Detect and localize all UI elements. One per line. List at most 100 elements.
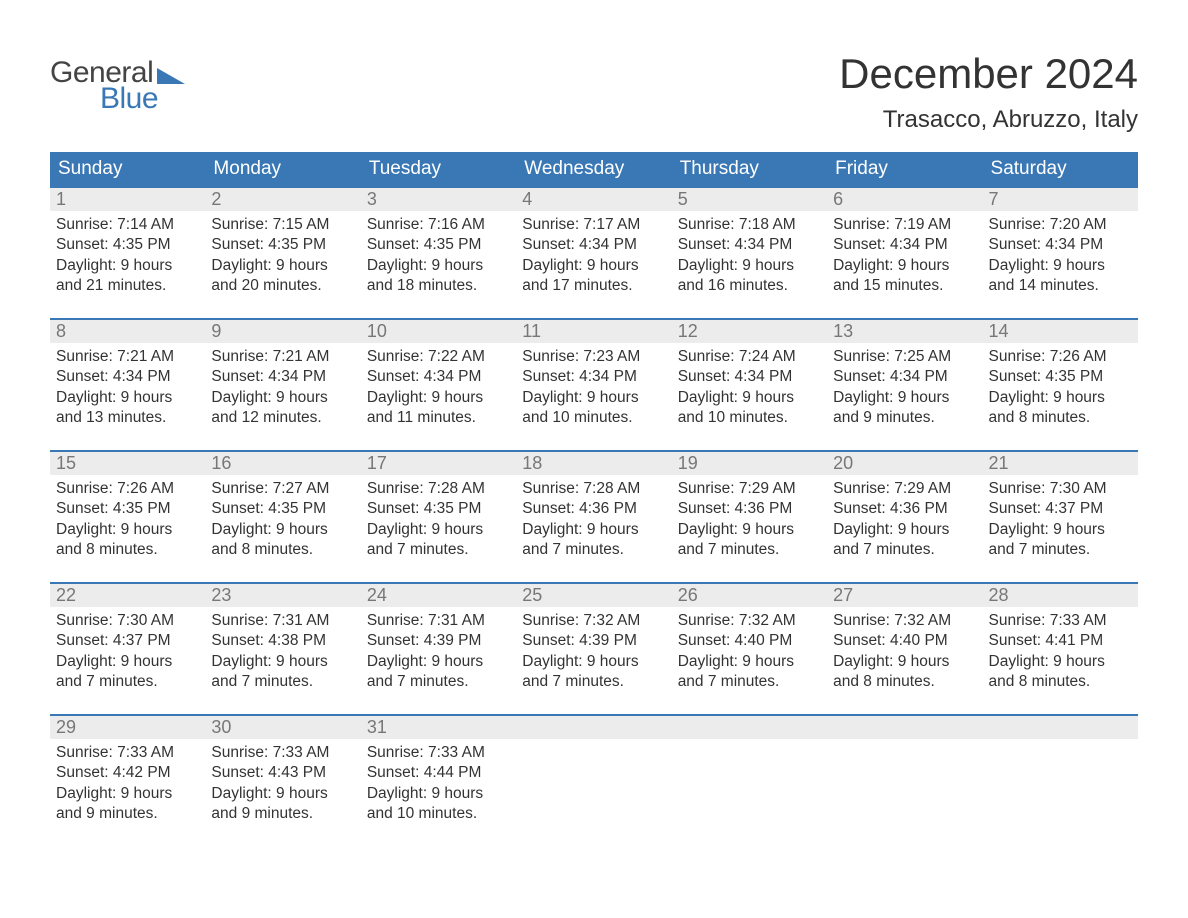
day-day1: Daylight: 9 hours (522, 652, 665, 672)
calendar-day: 25Sunrise: 7:32 AMSunset: 4:39 PMDayligh… (516, 584, 671, 702)
calendar-day: 10Sunrise: 7:22 AMSunset: 4:34 PMDayligh… (361, 320, 516, 438)
day-details: Sunrise: 7:31 AMSunset: 4:38 PMDaylight:… (205, 607, 360, 695)
location-subtitle: Trasacco, Abruzzo, Italy (839, 106, 1138, 134)
calendar-day: 20Sunrise: 7:29 AMSunset: 4:36 PMDayligh… (827, 452, 982, 570)
day-day2: and 8 minutes. (211, 540, 354, 560)
day-day2: and 7 minutes. (211, 672, 354, 692)
day-day1: Daylight: 9 hours (989, 652, 1132, 672)
day-sunset: Sunset: 4:37 PM (56, 631, 199, 651)
day-sunset: Sunset: 4:35 PM (56, 499, 199, 519)
day-details: Sunrise: 7:33 AMSunset: 4:41 PMDaylight:… (983, 607, 1138, 695)
day-day1: Daylight: 9 hours (367, 652, 510, 672)
day-sunset: Sunset: 4:39 PM (367, 631, 510, 651)
calendar-day: 23Sunrise: 7:31 AMSunset: 4:38 PMDayligh… (205, 584, 360, 702)
day-details: Sunrise: 7:20 AMSunset: 4:34 PMDaylight:… (983, 211, 1138, 299)
day-details: Sunrise: 7:31 AMSunset: 4:39 PMDaylight:… (361, 607, 516, 695)
day-day1: Daylight: 9 hours (522, 388, 665, 408)
logo: General Blue (50, 56, 185, 116)
day-day2: and 11 minutes. (367, 408, 510, 428)
day-day2: and 7 minutes. (367, 672, 510, 692)
calendar-day (672, 716, 827, 834)
day-day2: and 14 minutes. (989, 276, 1132, 296)
day-details: Sunrise: 7:28 AMSunset: 4:36 PMDaylight:… (516, 475, 671, 563)
day-day2: and 7 minutes. (522, 540, 665, 560)
day-number: 21 (983, 452, 1138, 475)
day-number: 15 (50, 452, 205, 475)
title-block: December 2024 Trasacco, Abruzzo, Italy (839, 50, 1138, 134)
day-day2: and 7 minutes. (56, 672, 199, 692)
day-day1: Daylight: 9 hours (56, 520, 199, 540)
header: General Blue December 2024 Trasacco, Abr… (50, 50, 1138, 134)
day-details: Sunrise: 7:30 AMSunset: 4:37 PMDaylight:… (50, 607, 205, 695)
weekday-header: Saturday (983, 152, 1138, 186)
calendar-week: 1Sunrise: 7:14 AMSunset: 4:35 PMDaylight… (50, 186, 1138, 306)
day-day1: Daylight: 9 hours (678, 520, 821, 540)
day-sunrise: Sunrise: 7:29 AM (833, 479, 976, 499)
calendar-day: 12Sunrise: 7:24 AMSunset: 4:34 PMDayligh… (672, 320, 827, 438)
day-sunset: Sunset: 4:34 PM (833, 367, 976, 387)
day-sunrise: Sunrise: 7:31 AM (367, 611, 510, 631)
day-sunset: Sunset: 4:39 PM (522, 631, 665, 651)
day-sunset: Sunset: 4:35 PM (989, 367, 1132, 387)
day-details: Sunrise: 7:17 AMSunset: 4:34 PMDaylight:… (516, 211, 671, 299)
day-day2: and 12 minutes. (211, 408, 354, 428)
day-details: Sunrise: 7:26 AMSunset: 4:35 PMDaylight:… (983, 343, 1138, 431)
day-day2: and 9 minutes. (211, 804, 354, 824)
day-number: 6 (827, 188, 982, 211)
day-sunrise: Sunrise: 7:32 AM (522, 611, 665, 631)
day-sunset: Sunset: 4:34 PM (678, 235, 821, 255)
day-sunrise: Sunrise: 7:26 AM (56, 479, 199, 499)
day-day2: and 21 minutes. (56, 276, 199, 296)
calendar-day: 2Sunrise: 7:15 AMSunset: 4:35 PMDaylight… (205, 188, 360, 306)
day-day2: and 8 minutes. (989, 672, 1132, 692)
day-sunrise: Sunrise: 7:22 AM (367, 347, 510, 367)
calendar-day: 13Sunrise: 7:25 AMSunset: 4:34 PMDayligh… (827, 320, 982, 438)
day-day1: Daylight: 9 hours (367, 520, 510, 540)
calendar-day: 15 Sunrise: 7:26 AMSunset: 4:35 PMDayligh… (50, 452, 205, 570)
day-sunrise: Sunrise: 7:31 AM (211, 611, 354, 631)
calendar-day: 9Sunrise: 7:21 AMSunset: 4:34 PMDaylight… (205, 320, 360, 438)
calendar-day: 31Sunrise: 7:33 AMSunset: 4:44 PMDayligh… (361, 716, 516, 834)
day-sunrise: Sunrise: 7:30 AM (989, 479, 1132, 499)
day-sunrise: Sunrise: 7:33 AM (56, 743, 199, 763)
day-number: 19 (672, 452, 827, 475)
day-number: 27 (827, 584, 982, 607)
day-details: Sunrise: 7:33 AMSunset: 4:43 PMDaylight:… (205, 739, 360, 827)
day-number: 8 (50, 320, 205, 343)
day-number: 30 (205, 716, 360, 739)
day-day1: Daylight: 9 hours (678, 388, 821, 408)
calendar-day (516, 716, 671, 834)
day-number: 18 (516, 452, 671, 475)
day-number (516, 716, 671, 739)
weekday-header: Thursday (672, 152, 827, 186)
month-title: December 2024 (839, 50, 1138, 98)
calendar-day: 26Sunrise: 7:32 AMSunset: 4:40 PMDayligh… (672, 584, 827, 702)
calendar-day: 4Sunrise: 7:17 AMSunset: 4:34 PMDaylight… (516, 188, 671, 306)
day-sunset: Sunset: 4:34 PM (989, 235, 1132, 255)
day-details: Sunrise: 7:25 AMSunset: 4:34 PMDaylight:… (827, 343, 982, 431)
day-day1: Daylight: 9 hours (989, 520, 1132, 540)
day-sunset: Sunset: 4:34 PM (56, 367, 199, 387)
day-day1: Daylight: 9 hours (367, 256, 510, 276)
day-day2: and 18 minutes. (367, 276, 510, 296)
day-sunrise: Sunrise: 7:33 AM (989, 611, 1132, 631)
day-sunrise: Sunrise: 7:33 AM (367, 743, 510, 763)
weekday-header: Monday (205, 152, 360, 186)
day-sunrise: Sunrise: 7:29 AM (678, 479, 821, 499)
day-sunset: Sunset: 4:36 PM (833, 499, 976, 519)
day-sunset: Sunset: 4:37 PM (989, 499, 1132, 519)
day-sunset: Sunset: 4:40 PM (678, 631, 821, 651)
day-sunrise: Sunrise: 7:27 AM (211, 479, 354, 499)
day-number: 20 (827, 452, 982, 475)
day-sunset: Sunset: 4:34 PM (367, 367, 510, 387)
day-sunset: Sunset: 4:34 PM (522, 235, 665, 255)
day-number: 16 (205, 452, 360, 475)
day-details: Sunrise: 7:30 AMSunset: 4:37 PMDaylight:… (983, 475, 1138, 563)
day-day1: Daylight: 9 hours (56, 784, 199, 804)
day-number: 14 (983, 320, 1138, 343)
day-details: Sunrise: 7:21 AMSunset: 4:34 PMDaylight:… (205, 343, 360, 431)
day-number (983, 716, 1138, 739)
day-day1: Daylight: 9 hours (211, 388, 354, 408)
day-day2: and 7 minutes. (989, 540, 1132, 560)
day-day2: and 10 minutes. (678, 408, 821, 428)
